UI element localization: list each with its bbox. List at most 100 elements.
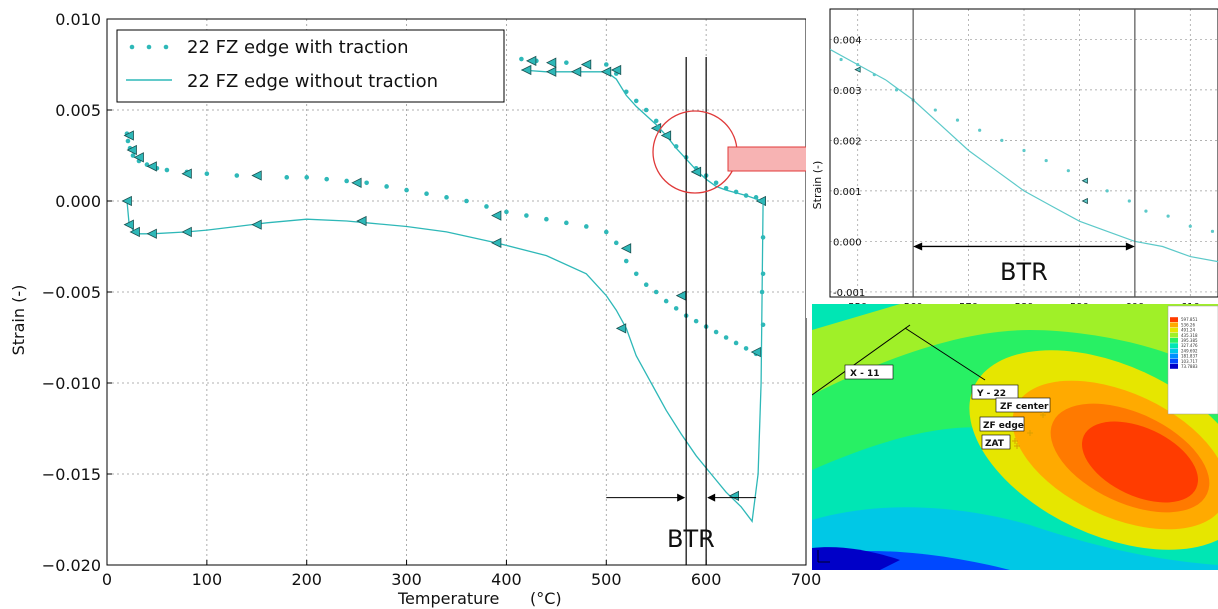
inset-y-tick-label: 0.004	[833, 35, 862, 46]
main-point-with-traction	[424, 191, 429, 197]
main-marker-without-traction	[600, 66, 612, 77]
main-point-with-traction	[653, 289, 659, 295]
main-point-with-traction	[713, 180, 719, 186]
inset-point	[1066, 169, 1070, 173]
main-marker-without-traction	[123, 219, 134, 230]
main-marker-with-traction	[351, 177, 362, 188]
main-point-with-traction	[324, 176, 329, 182]
main-x-axis-unit: (°C)	[530, 589, 562, 608]
inset-series-dots	[839, 57, 1215, 233]
fe-legend-swatch	[1170, 322, 1178, 328]
fe-legend-swatch	[1170, 343, 1178, 348]
fe-legend-swatch	[1170, 327, 1178, 333]
inset-y-tick-label: 0.002	[833, 136, 862, 147]
inset-y-ticks: 0.004 0.003 0.002 0.001 0.000 -0.001	[833, 35, 865, 299]
main-chart: 0 100 200 300 400 500 600 700 0.010 0.005 0.000 −0…	[9, 10, 821, 608]
fe-legend-swatch	[1170, 358, 1178, 364]
fe-legend-value: 73.7883	[1181, 364, 1198, 369]
main-point-with-traction	[723, 335, 729, 340]
inset-point	[978, 128, 982, 132]
main-series-without-traction	[121, 64, 764, 523]
main-point-with-traction	[284, 175, 290, 180]
inset-btr-arrowhead-right	[1125, 242, 1135, 251]
main-point-with-traction	[504, 209, 509, 215]
fe-legend-swatch	[1170, 332, 1178, 338]
fe-legend-swatch	[1170, 364, 1178, 369]
fe-label-zat: ZAT	[985, 439, 1005, 449]
main-x-tick-label: 300	[391, 570, 422, 589]
main-y-tick-label: −0.005	[42, 283, 101, 302]
main-marker-without-traction	[181, 226, 192, 238]
main-line-without-traction	[521, 69, 763, 202]
fe-legend-value: 395.385	[1181, 338, 1198, 343]
main-btr-arrowhead-left	[677, 493, 686, 502]
main-point-with-traction	[344, 178, 349, 184]
fe-legend: 73.7883103.717181.837249.692327.476395.3…	[1167, 305, 1218, 415]
main-marker-with-traction	[580, 59, 592, 70]
main-point-with-traction	[519, 56, 524, 62]
fe-legend-swatch	[1170, 353, 1178, 359]
fe-label-x: X - 11	[850, 369, 879, 379]
main-marker-without-traction	[129, 226, 140, 238]
main-point-with-traction	[760, 271, 766, 277]
main-marker-with-traction	[750, 346, 761, 358]
inset-point	[1105, 189, 1109, 193]
legend-marker-with-traction	[129, 44, 169, 50]
highlight-circle	[652, 110, 738, 194]
legend-label-with-traction: 22 FZ edge with traction	[187, 37, 409, 58]
inset-y-tick-label: 0.000	[833, 237, 862, 248]
fe-legend-value: 491.24	[1181, 328, 1195, 333]
main-point-with-traction	[643, 107, 649, 113]
main-marker-without-traction	[356, 215, 367, 227]
main-btr-arrowhead-right	[707, 493, 716, 502]
main-point-with-traction	[633, 271, 639, 277]
inset-point	[1188, 224, 1192, 228]
main-marker-without-traction	[146, 228, 157, 239]
main-point-with-traction	[603, 229, 609, 235]
inset-y-tick-label: 0.003	[833, 86, 862, 97]
fe-label-zf-edge: ZF edge	[983, 421, 1024, 431]
main-marker-with-traction	[251, 170, 262, 181]
main-point-with-traction	[304, 175, 310, 180]
fe-label-zf-center: ZF center	[1000, 402, 1049, 412]
main-point-with-traction	[464, 198, 469, 204]
main-marker-with-traction	[133, 152, 144, 163]
main-point-with-traction	[404, 187, 409, 193]
main-point-with-traction	[633, 98, 639, 104]
main-line-without-traction	[126, 200, 764, 523]
main-point-with-traction	[673, 306, 679, 311]
main-point-with-traction	[544, 216, 549, 222]
inset-point	[1000, 138, 1004, 142]
main-point-with-traction	[643, 282, 649, 288]
main-marker-with-traction	[123, 130, 134, 141]
inset-btr-annotation	[912, 9, 1136, 297]
main-point-with-traction	[653, 118, 659, 124]
inset-line	[830, 48, 1218, 263]
main-x-tick-label: 700	[791, 570, 822, 589]
fe-axis-triad	[817, 550, 830, 563]
main-point-with-traction	[623, 258, 629, 264]
main-point-with-traction	[444, 195, 449, 200]
main-marker-without-traction	[728, 490, 740, 501]
inset-point	[955, 118, 960, 122]
inset-y-tick-label: 0.001	[833, 187, 862, 198]
main-point-with-traction	[584, 224, 589, 229]
fe-label-y: Y - 22	[976, 389, 1006, 399]
main-x-tick-label: 200	[291, 570, 322, 589]
main-point-with-traction	[693, 318, 699, 324]
inset-chart: 550560570580590600610 0.0040.0030.0020.0…	[806, 0, 1218, 318]
main-point-with-traction	[125, 138, 131, 144]
main-marker-with-traction	[620, 243, 632, 254]
fe-legend-value: 103.717	[1181, 359, 1198, 364]
inset-marker	[854, 66, 861, 73]
main-point-with-traction	[234, 173, 240, 178]
main-marker-without-traction	[570, 66, 582, 77]
main-point-with-traction	[713, 329, 719, 335]
main-point-with-traction	[130, 153, 136, 158]
inset-plot-frame	[829, 8, 1218, 298]
main-marker-without-traction	[491, 237, 502, 249]
main-marker-with-traction	[675, 290, 687, 301]
fe-legend-swatch	[1170, 317, 1178, 322]
main-marker-with-traction	[525, 55, 537, 67]
main-marker-with-traction	[181, 168, 192, 179]
